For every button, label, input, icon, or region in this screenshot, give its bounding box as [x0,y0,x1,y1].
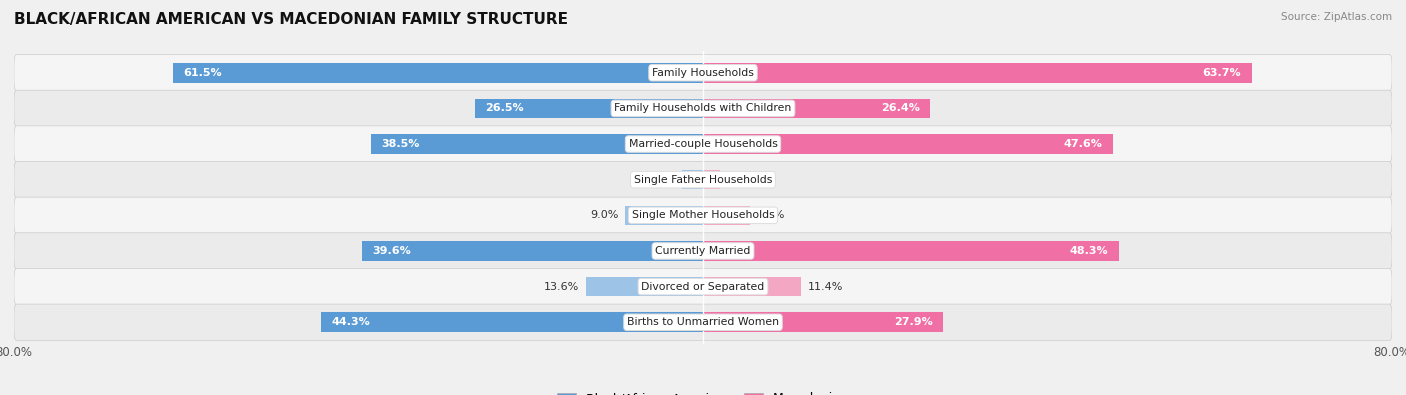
Bar [586,277,703,296]
Bar [703,134,1114,154]
Text: Births to Unmarried Women: Births to Unmarried Women [627,317,779,327]
FancyBboxPatch shape [14,233,1392,269]
FancyBboxPatch shape [14,162,1392,198]
Legend: Black/African American, Macedonian: Black/African American, Macedonian [553,387,853,395]
Bar [703,241,1119,261]
Bar [703,170,720,190]
Bar [371,134,703,154]
Text: 13.6%: 13.6% [544,282,579,292]
Text: Family Households: Family Households [652,68,754,78]
Bar [703,205,749,225]
Bar [703,63,1251,83]
Text: Single Mother Households: Single Mother Households [631,210,775,220]
Text: 2.4%: 2.4% [647,175,675,185]
FancyBboxPatch shape [14,304,1392,340]
Text: Divorced or Separated: Divorced or Separated [641,282,765,292]
Bar [703,277,801,296]
Text: Family Households with Children: Family Households with Children [614,103,792,113]
Text: 11.4%: 11.4% [808,282,844,292]
Text: 44.3%: 44.3% [332,317,371,327]
Text: Single Father Households: Single Father Households [634,175,772,185]
Text: Currently Married: Currently Married [655,246,751,256]
FancyBboxPatch shape [14,197,1392,233]
Text: 39.6%: 39.6% [373,246,411,256]
Bar [682,170,703,190]
Text: 26.4%: 26.4% [882,103,920,113]
Bar [173,63,703,83]
Bar [475,99,703,118]
Text: 27.9%: 27.9% [894,317,934,327]
FancyBboxPatch shape [14,269,1392,305]
Text: 5.4%: 5.4% [756,210,785,220]
Text: Married-couple Households: Married-couple Households [628,139,778,149]
Text: 47.6%: 47.6% [1064,139,1102,149]
Text: 48.3%: 48.3% [1070,246,1108,256]
Text: 38.5%: 38.5% [382,139,420,149]
Text: 26.5%: 26.5% [485,103,524,113]
Text: 63.7%: 63.7% [1202,68,1241,78]
FancyBboxPatch shape [14,90,1392,126]
Text: BLACK/AFRICAN AMERICAN VS MACEDONIAN FAMILY STRUCTURE: BLACK/AFRICAN AMERICAN VS MACEDONIAN FAM… [14,12,568,27]
FancyBboxPatch shape [14,126,1392,162]
Text: 61.5%: 61.5% [184,68,222,78]
Text: Source: ZipAtlas.com: Source: ZipAtlas.com [1281,12,1392,22]
Bar [361,241,703,261]
Text: 2.0%: 2.0% [727,175,755,185]
Bar [626,205,703,225]
Bar [322,312,703,332]
Bar [703,99,931,118]
FancyBboxPatch shape [14,55,1392,91]
Text: 9.0%: 9.0% [591,210,619,220]
Bar [703,312,943,332]
